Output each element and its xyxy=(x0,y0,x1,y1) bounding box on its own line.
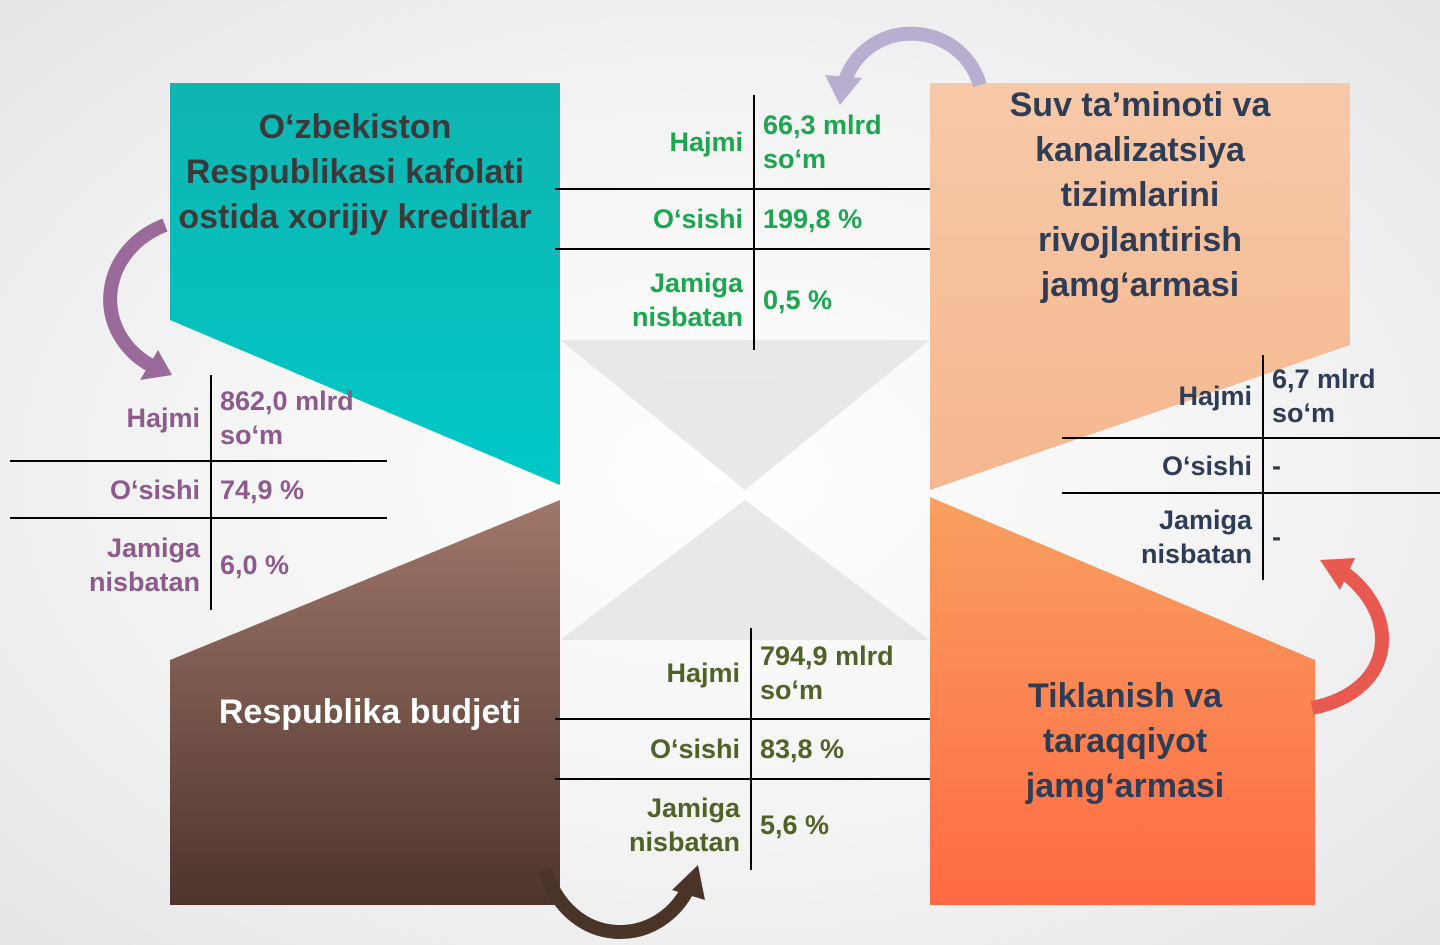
stats-table: Hajmi 66,3 mlrd so‘m O‘sishi 199,8 % Jamiga … xyxy=(555,95,930,350)
stats-table: Hajmi 6,7 mlrd so‘m O‘sishi - Jamiga nisbata… xyxy=(1062,355,1440,580)
stats-row: Jamiga nisbatan 5,6 % xyxy=(555,778,930,870)
row-label: Hajmi xyxy=(669,126,743,157)
row-value: 862,0 mlrd so‘m xyxy=(210,375,357,460)
stats-row: O‘sishi 199,8 % xyxy=(555,188,930,248)
panel-shape xyxy=(930,83,1350,490)
row-label: Hajmi xyxy=(666,658,740,688)
row-value: 5,6 % xyxy=(750,780,900,870)
stats-row: Jamiga nisbatan 0,5 % xyxy=(555,248,930,350)
stats-row: Hajmi 66,3 mlrd so‘m xyxy=(555,95,930,188)
row-value: 0,5 % xyxy=(753,250,900,350)
panel-shape xyxy=(930,497,1315,905)
row-label: O‘sishi xyxy=(652,204,743,234)
panel-shape xyxy=(170,83,560,485)
row-label: Jamiga nisbatan xyxy=(88,532,200,597)
stats-row: Hajmi 862,0 mlrd so‘m xyxy=(10,375,387,460)
row-value: 6,7 mlrd so‘m xyxy=(1262,355,1410,437)
row-value: 83,8 % xyxy=(750,720,900,778)
panel-title: Suv ta’minoti va kanalizatsiya tizimlari… xyxy=(1009,86,1271,304)
panel-title: Tiklanish va taraqqiyot jamg‘armasi xyxy=(1025,677,1225,805)
stats-row: O‘sishi 83,8 % xyxy=(555,718,930,778)
stats-table: Hajmi 862,0 mlrd so‘m O‘sishi 74,9 % Jamiga … xyxy=(10,375,387,610)
stats-row: Jamiga nisbatan - xyxy=(1062,492,1440,580)
row-label: Jamiga nisbatan xyxy=(628,793,740,857)
x-shading xyxy=(560,340,930,640)
row-label: Jamiga nisbatan xyxy=(631,268,743,332)
stats-row: Hajmi 794,9 mlrd so‘m xyxy=(555,628,930,718)
panel-shape xyxy=(170,500,560,905)
row-value: - xyxy=(1262,439,1410,492)
panel-title: Respublika budjeti xyxy=(218,693,522,731)
row-label: O‘sishi xyxy=(649,734,740,764)
row-label: Hajmi xyxy=(1178,381,1252,411)
stats-row: O‘sishi - xyxy=(1062,437,1440,492)
row-value: 6,0 % xyxy=(210,519,357,610)
row-value: 794,9 mlrd so‘m xyxy=(750,628,900,718)
row-value: 74,9 % xyxy=(210,462,357,517)
panel-title: O‘zbekiston Respublikasi kafolati ostida… xyxy=(178,108,532,236)
stats-row: O‘sishi 74,9 % xyxy=(10,460,387,517)
stats-row: Jamiga nisbatan 6,0 % xyxy=(10,517,387,610)
row-label: Jamiga nisbatan xyxy=(1140,505,1252,569)
stats-table: Hajmi 794,9 mlrd so‘m O‘sishi 83,8 % Jamiga … xyxy=(555,628,930,870)
row-value: 199,8 % xyxy=(753,190,900,248)
arrows xyxy=(103,26,1389,939)
row-value: - xyxy=(1262,494,1410,580)
row-label: O‘sishi xyxy=(109,474,200,505)
row-label: Hajmi xyxy=(126,402,200,433)
row-label: O‘sishi xyxy=(1161,450,1252,481)
row-value: 66,3 mlrd so‘m xyxy=(753,95,900,188)
stats-row: Hajmi 6,7 mlrd so‘m xyxy=(1062,355,1440,437)
